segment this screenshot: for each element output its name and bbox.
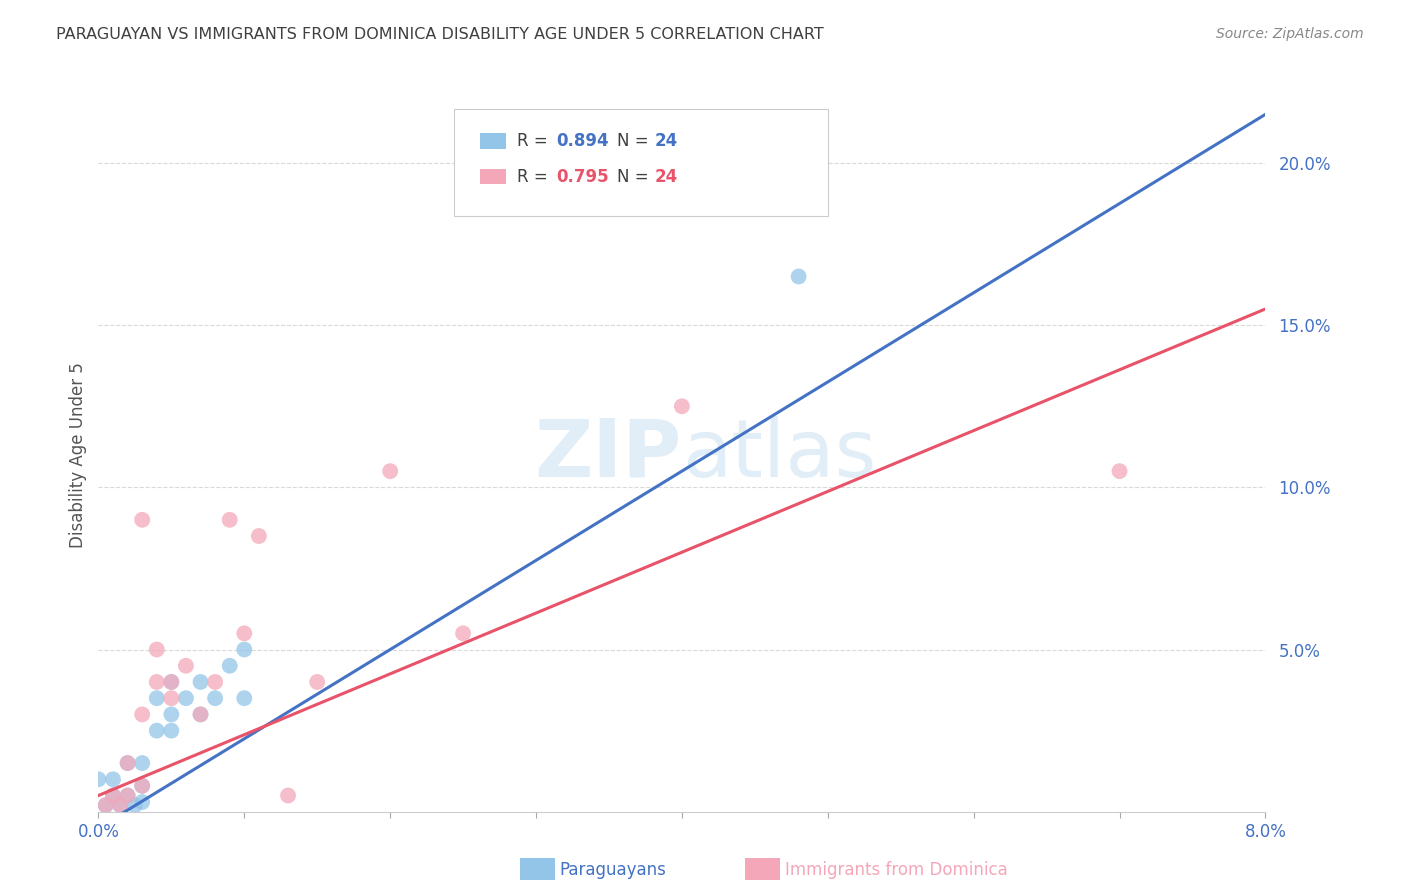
Point <box>190 707 212 722</box>
Point <box>131 779 153 793</box>
Point <box>218 513 240 527</box>
Text: 24: 24 <box>655 132 678 150</box>
Point <box>233 626 256 640</box>
Point <box>117 789 139 803</box>
Text: Immigrants from Dominica: Immigrants from Dominica <box>785 861 1007 879</box>
Y-axis label: Disability Age Under 5: Disability Age Under 5 <box>69 362 87 548</box>
Point <box>131 513 153 527</box>
Point <box>671 399 693 413</box>
Point <box>131 779 153 793</box>
Point <box>277 789 299 803</box>
Point <box>101 772 124 787</box>
Text: N =: N = <box>617 168 654 186</box>
Point <box>131 756 153 770</box>
Point <box>110 798 132 813</box>
FancyBboxPatch shape <box>454 109 828 216</box>
Text: N =: N = <box>617 132 654 150</box>
Point <box>160 675 183 690</box>
Point <box>174 658 197 673</box>
Point <box>190 707 212 722</box>
Point <box>190 675 212 690</box>
Point <box>94 798 117 813</box>
Text: Paraguayans: Paraguayans <box>560 861 666 879</box>
Point <box>307 675 329 690</box>
Point <box>204 675 226 690</box>
Text: Source: ZipAtlas.com: Source: ZipAtlas.com <box>1216 27 1364 41</box>
Text: PARAGUAYAN VS IMMIGRANTS FROM DOMINICA DISABILITY AGE UNDER 5 CORRELATION CHART: PARAGUAYAN VS IMMIGRANTS FROM DOMINICA D… <box>56 27 824 42</box>
Point <box>218 658 240 673</box>
Point <box>146 691 169 706</box>
Point <box>787 269 810 284</box>
Point <box>117 789 139 803</box>
Point <box>160 691 183 706</box>
Text: R =: R = <box>517 168 554 186</box>
Point <box>110 798 132 813</box>
Point <box>160 723 183 738</box>
Point <box>247 529 270 543</box>
Text: 24: 24 <box>655 168 678 186</box>
Point <box>160 675 183 690</box>
Point <box>117 756 139 770</box>
Point <box>451 626 474 640</box>
Point <box>146 675 169 690</box>
Point <box>94 798 117 813</box>
Text: 0.894: 0.894 <box>555 132 609 150</box>
Point <box>204 691 226 706</box>
Point <box>131 707 153 722</box>
FancyBboxPatch shape <box>479 169 506 185</box>
Point <box>160 707 183 722</box>
Point <box>117 756 139 770</box>
Point <box>87 772 110 787</box>
Point <box>124 798 146 813</box>
Point <box>378 464 402 478</box>
Point <box>174 691 197 706</box>
Point <box>101 789 124 803</box>
Point <box>233 642 256 657</box>
Text: 0.795: 0.795 <box>555 168 609 186</box>
Point <box>1108 464 1130 478</box>
Point <box>131 795 153 809</box>
Text: atlas: atlas <box>682 416 876 494</box>
Point <box>146 642 169 657</box>
Text: ZIP: ZIP <box>534 416 682 494</box>
Text: R =: R = <box>517 132 554 150</box>
Point <box>146 723 169 738</box>
Point <box>233 691 256 706</box>
Point <box>101 789 124 803</box>
FancyBboxPatch shape <box>479 133 506 149</box>
